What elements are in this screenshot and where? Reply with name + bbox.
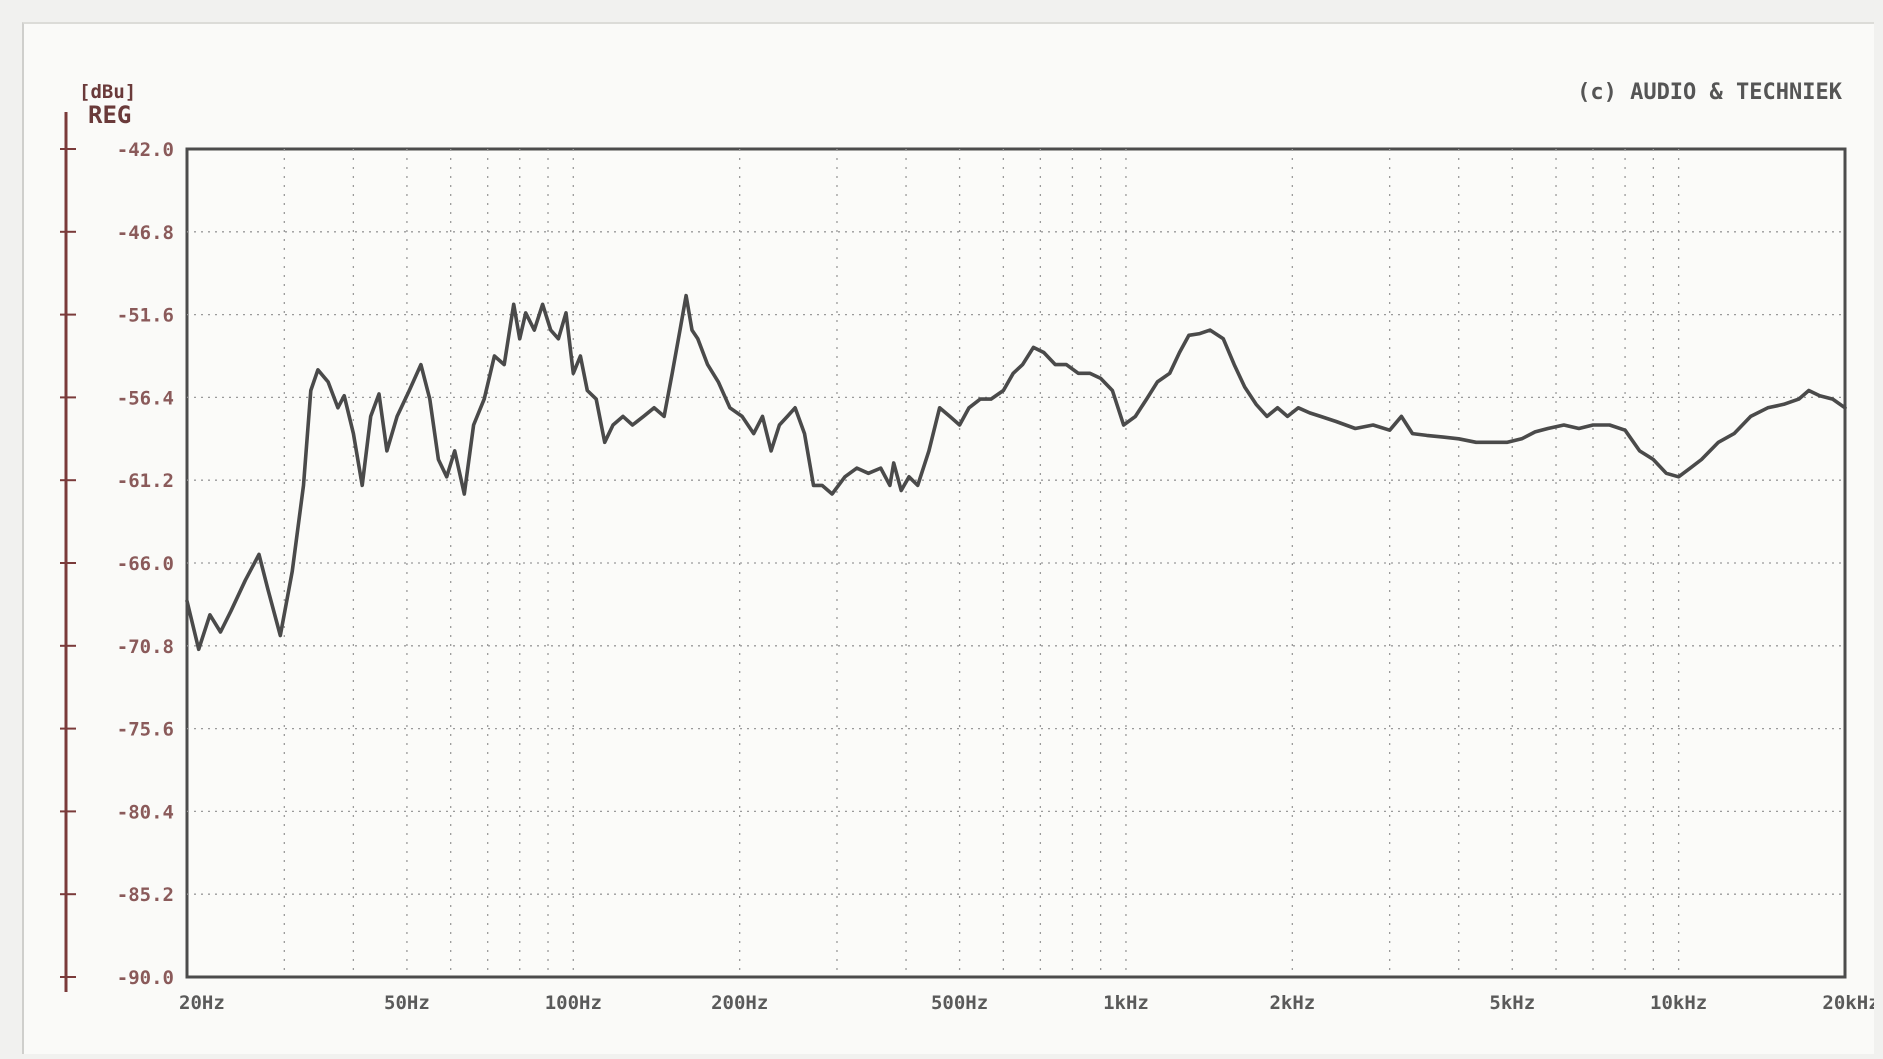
y-tick-label: -70.8 xyxy=(117,636,174,658)
x-tick-label: 5kHz xyxy=(1489,992,1535,1014)
y-tick-labels: -42.0 -46.8 -51.6 -56.4 -61.2 -66.0 -70.8 -75.6… xyxy=(117,139,174,989)
x-tick-label: 50Hz xyxy=(384,992,430,1014)
y-axis xyxy=(60,112,76,992)
y-tick-label: -80.4 xyxy=(117,801,174,823)
y-tick-label: -85.2 xyxy=(117,884,174,906)
copyright-text: (c) AUDIO & TECHNIEK xyxy=(1577,80,1843,105)
grid xyxy=(187,149,1845,977)
y-tick-label: -75.6 xyxy=(117,719,174,741)
series-group xyxy=(185,293,1847,652)
x-tick-label: 200Hz xyxy=(711,992,768,1014)
y-tick-label: -61.2 xyxy=(117,470,174,492)
chart-frame: [dBu] REG (c) AUDIO & TECHNIEK -42.0 -46.… xyxy=(22,22,1874,1054)
x-tick-label: 500Hz xyxy=(931,992,988,1014)
y-tick-label: -51.6 xyxy=(117,305,174,327)
y-tick-label: -66.0 xyxy=(117,553,174,575)
x-tick-label: 1kHz xyxy=(1103,992,1149,1014)
y-tick-label: -42.0 xyxy=(117,139,174,161)
plot-area xyxy=(185,147,1847,979)
y-tick-label: -46.8 xyxy=(117,222,174,244)
series-line xyxy=(185,293,1847,652)
x-tick-label: 10kHz xyxy=(1650,992,1707,1014)
channel-label: REG xyxy=(88,101,131,129)
x-tick-label: 20Hz xyxy=(179,992,225,1014)
y-tick-label: -56.4 xyxy=(117,387,174,409)
x-tick-label: 20kHz xyxy=(1822,992,1874,1014)
frequency-response-chart: [dBu] REG (c) AUDIO & TECHNIEK -42.0 -46.… xyxy=(60,80,1874,1014)
x-tick-label: 2kHz xyxy=(1269,992,1315,1014)
x-tick-label: 100Hz xyxy=(545,992,602,1014)
unit-label: [dBu] xyxy=(79,81,136,103)
y-tick-label: -90.0 xyxy=(117,967,174,989)
x-tick-labels: 20Hz 50Hz 100Hz 200Hz 500Hz 1kHz 2kHz 5kHz 10kHz… xyxy=(179,992,1874,1014)
